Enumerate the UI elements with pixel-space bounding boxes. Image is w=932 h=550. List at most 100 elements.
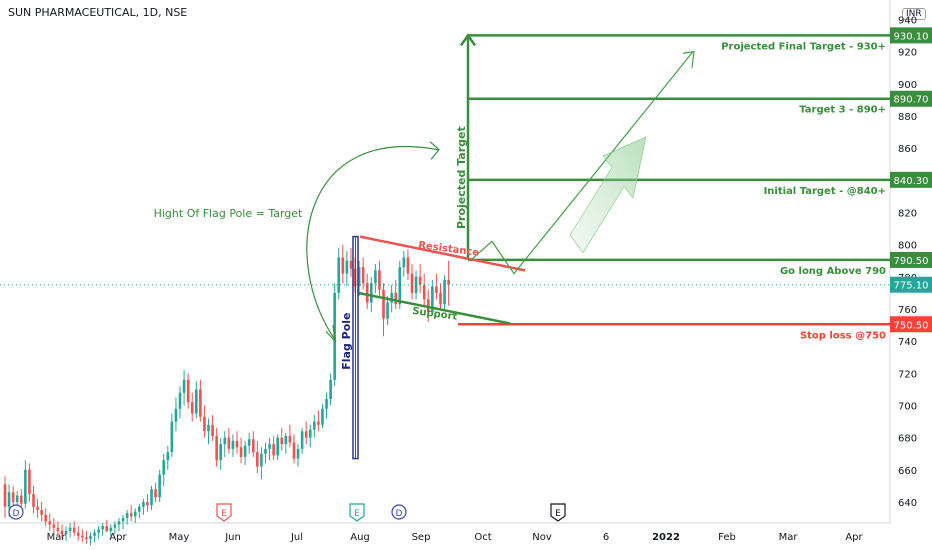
y-tick-label: 940 [898,15,917,26]
candle-body [435,286,438,293]
price-axis-tag-bg [890,90,932,107]
candle-body [378,270,381,290]
candle-body [15,495,19,502]
event-marker-earnings [550,503,566,522]
candle-body [288,436,292,443]
projection-arrowhead [682,50,695,68]
candle-body [300,431,304,449]
candle-body [406,257,410,274]
candle-body [243,445,247,457]
candle-body [125,513,129,519]
candle-body [284,436,288,445]
candle-body [382,289,385,319]
candle-body [138,506,141,512]
candle-body [117,521,121,525]
candle-body [260,453,263,467]
last-price-tag-text: 775.10 [894,281,929,292]
candle-body [150,489,153,506]
y-tick-label: 640 [898,498,917,509]
x-tick-label: Aug [350,532,370,543]
candle-body [268,444,271,449]
candle-body [341,257,345,274]
y-tick-label: 700 [898,401,917,412]
candle-body [276,437,279,456]
candle-body [223,437,227,445]
event-marker-dividend [8,504,24,520]
candle-body [443,280,446,305]
candle-body [28,469,31,494]
candle-body [345,260,349,274]
projected-target-label: Projected Target [455,126,468,229]
candle-body [325,399,328,409]
x-tick-label: Oct [474,532,491,543]
x-tick-label: Mar [47,532,67,543]
candle-body [239,447,243,457]
candle-body [142,502,145,507]
projected-target-arrowhead [459,33,477,47]
candle-body [64,530,68,535]
candle-body [219,444,223,461]
candle-body [357,267,361,287]
candle-body [158,474,161,498]
chart-title: SUN PHARMACEUTICAL, 1D, NSE [8,6,188,19]
candle-body [410,273,414,293]
x-tick-label: Nov [532,532,552,543]
x-tick-label: Jul [290,532,303,543]
price-axis-tag-bg [890,27,932,44]
candle-body [418,276,422,285]
candle-body [231,440,235,449]
target-level-label: Stop loss @750 [800,330,886,341]
candle-body [251,439,255,453]
price-axis-tag-bg [890,171,932,188]
projection-path [469,51,694,275]
y-tick-label: 920 [898,48,917,59]
candle-body [211,424,214,437]
price-axis-tag-bg [890,251,932,268]
support-line [357,291,511,325]
candle-body [44,514,47,522]
x-tick-label: Apr [109,532,127,543]
candle-body [93,532,96,536]
event-marker-label: D [13,509,20,519]
candle-body [105,526,109,531]
candle-body [313,421,316,430]
candle-body [19,495,23,504]
x-tick-label: 2022 [652,532,680,543]
candle-body [374,270,377,284]
y-tick-label: 740 [898,337,917,348]
candle-body [48,521,52,525]
flag-pole-annotation: Hight Of Flag Pole = Target [154,207,303,220]
candle-body [317,421,320,425]
currency-badge[interactable]: INR [902,8,926,20]
event-marker-label: D [396,509,403,519]
candle-body [101,526,104,530]
price-axis-tag-text: 750.50 [894,320,929,331]
candle-body [170,421,174,453]
candle-body [447,280,450,285]
y-tick-label: 760 [898,305,917,316]
candle-body [349,260,353,269]
candle-body [89,535,92,539]
candle-body [76,532,80,536]
candle-body [7,492,11,507]
candle-body [308,429,312,438]
candle-body [296,448,300,459]
candle-body [370,283,373,303]
support-label: Support [412,306,458,323]
candle-body [60,530,64,535]
x-tick-label: Feb [718,532,736,543]
x-tick-label: Jun [224,532,241,543]
candle-body [386,302,389,319]
candle-body [431,286,434,313]
candle-body [292,442,296,459]
candle-body [256,452,259,467]
event-marker-label: E [221,509,227,519]
candle-body [174,408,178,422]
candle-body [178,392,182,409]
candle-body [402,257,406,268]
candle-body [439,292,442,305]
candle-body [56,527,60,531]
price-axis-tag-text: 930.10 [894,31,929,42]
